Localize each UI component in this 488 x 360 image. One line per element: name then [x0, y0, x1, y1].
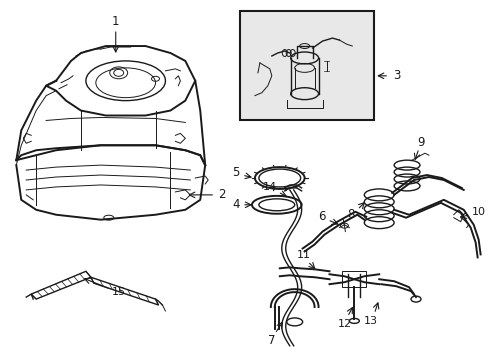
- Text: 10: 10: [470, 207, 485, 217]
- Text: 15: 15: [111, 287, 125, 297]
- Text: 8: 8: [347, 208, 354, 221]
- Text: 7: 7: [267, 334, 275, 347]
- FancyBboxPatch shape: [240, 11, 373, 121]
- Text: 4: 4: [232, 198, 239, 211]
- Text: 12: 12: [337, 319, 351, 329]
- Text: 9: 9: [416, 136, 424, 149]
- Text: 2: 2: [218, 188, 225, 201]
- Text: 13: 13: [364, 316, 378, 326]
- Text: 14: 14: [262, 182, 276, 192]
- Text: 11: 11: [296, 251, 310, 260]
- Text: 5: 5: [232, 166, 239, 179]
- Text: 3: 3: [393, 69, 400, 82]
- Text: 1: 1: [112, 15, 119, 28]
- Text: 6: 6: [317, 210, 325, 223]
